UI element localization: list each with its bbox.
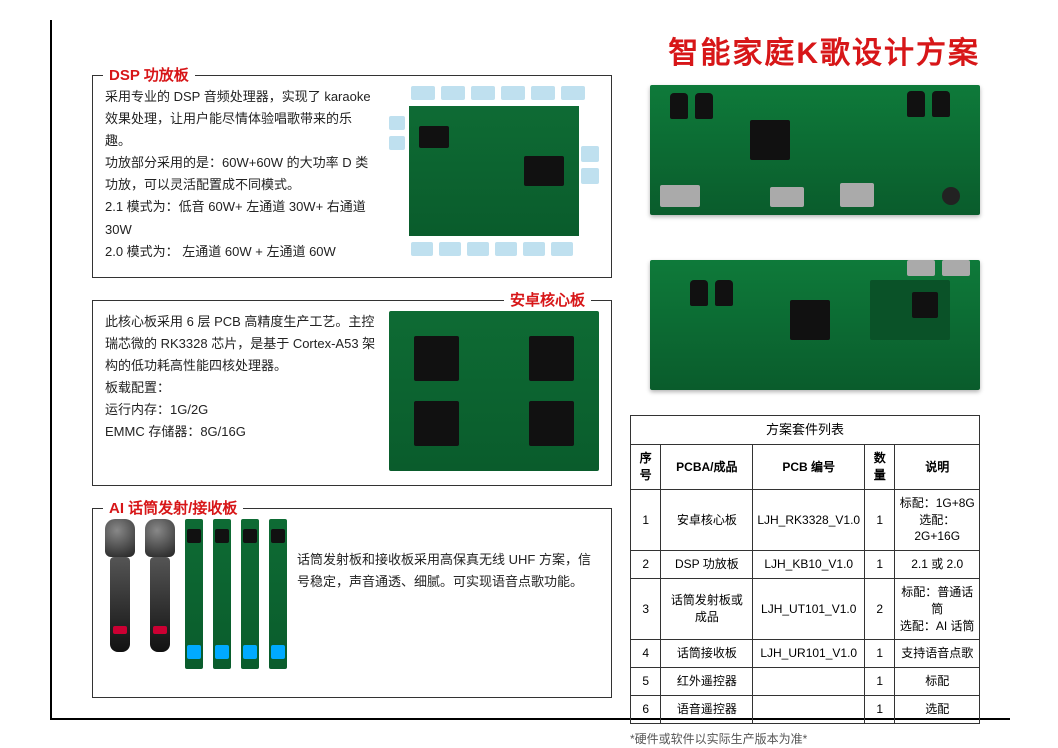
table-cell: 5 — [631, 668, 661, 696]
section-heading-android: 安卓核心板 — [504, 289, 591, 310]
assembled-board-image-bottom — [650, 260, 980, 390]
microphone-image — [105, 519, 135, 659]
table-cell: LJH_KB10_V1.0 — [753, 551, 865, 579]
assembled-board-image-top — [650, 85, 980, 215]
dsp-board-image — [389, 86, 599, 256]
table-cell: 标配 — [895, 668, 980, 696]
table-title: 方案套件列表 — [631, 416, 980, 445]
kit-table: 方案套件列表 序号 PCBA/成品 PCB 编号 数量 说明 1安卓核心板LJH… — [630, 415, 980, 747]
table-cell: 语音遥控器 — [661, 695, 753, 723]
table-cell: 4 — [631, 640, 661, 668]
page-title: 智能家庭K歌设计方案 — [668, 28, 980, 72]
section-dsp: DSP 功放板 采用专业的 DSP 音频处理器，实现了 karaoke 效果处理… — [92, 75, 612, 278]
table-cell: DSP 功放板 — [661, 551, 753, 579]
table-cell: 3 — [631, 578, 661, 639]
table-cell — [753, 695, 865, 723]
mic-rx-pcb-image — [241, 519, 259, 669]
microphone-image — [145, 519, 175, 659]
table-cell: 红外遥控器 — [661, 668, 753, 696]
table-header-row: 序号 PCBA/成品 PCB 编号 数量 说明 — [631, 445, 980, 490]
table-cell: 1 — [865, 551, 895, 579]
table-cell: 1 — [631, 489, 661, 550]
table-cell: 标配：1G+8G 选配：2G+16G — [895, 489, 980, 550]
table-col-4: 说明 — [895, 445, 980, 490]
table-cell: 1 — [865, 668, 895, 696]
table-row: 6语音遥控器 1选配 — [631, 695, 980, 723]
table-cell: 选配 — [895, 695, 980, 723]
android-description: 此核心板采用 6 层 PCB 高精度生产工艺。主控瑞芯微的 RK3328 芯片，… — [105, 311, 377, 471]
android-board-image — [389, 311, 599, 471]
table-cell: LJH_RK3328_V1.0 — [753, 489, 865, 550]
table-cell — [753, 668, 865, 696]
section-ai-mic: AI 话筒发射/接收板 话筒发射板和接收板采用高保真无线 UHF 方案，信号稳定… — [92, 508, 612, 698]
table-cell: 6 — [631, 695, 661, 723]
table-cell: LJH_UR101_V1.0 — [753, 640, 865, 668]
table-cell: 1 — [865, 695, 895, 723]
table-row: 5红外遥控器 1标配 — [631, 668, 980, 696]
table-cell: 1 — [865, 640, 895, 668]
table-col-3: 数量 — [865, 445, 895, 490]
section-heading-ai: AI 话筒发射/接收板 — [103, 497, 243, 518]
mic-tx-pcb-image — [185, 519, 203, 669]
table-col-0: 序号 — [631, 445, 661, 490]
table-cell: 安卓核心板 — [661, 489, 753, 550]
table-row: 1安卓核心板LJH_RK3328_V1.01标配：1G+8G 选配：2G+16G — [631, 489, 980, 550]
table-col-1: PCBA/成品 — [661, 445, 753, 490]
section-heading-dsp: DSP 功放板 — [103, 64, 195, 85]
ai-description: 话筒发射板和接收板采用高保真无线 UHF 方案，信号稳定，声音通透、细腻。可实现… — [297, 549, 599, 593]
mic-rx-pcb-image — [269, 519, 287, 669]
table-cell: 话筒接收板 — [661, 640, 753, 668]
table-col-2: PCB 编号 — [753, 445, 865, 490]
table-footnote: *硬件或软件以实际生产版本为准* — [630, 730, 980, 747]
table-row: 2DSP 功放板LJH_KB10_V1.012.1 或 2.0 — [631, 551, 980, 579]
table-cell: LJH_UT101_V1.0 — [753, 578, 865, 639]
table-cell: 2.1 或 2.0 — [895, 551, 980, 579]
table-cell: 话筒发射板或成品 — [661, 578, 753, 639]
section-android: 安卓核心板 此核心板采用 6 层 PCB 高精度生产工艺。主控瑞芯微的 RK33… — [92, 300, 612, 486]
table-row: 4话筒接收板LJH_UR101_V1.01支持语音点歌 — [631, 640, 980, 668]
mic-tx-pcb-image — [213, 519, 231, 669]
table-cell: 支持语音点歌 — [895, 640, 980, 668]
dsp-description: 采用专业的 DSP 音频处理器，实现了 karaoke 效果处理，让用户能尽情体… — [105, 86, 377, 263]
table-cell: 1 — [865, 489, 895, 550]
table-cell: 标配：普通话筒 选配：AI 话筒 — [895, 578, 980, 639]
table-row: 3话筒发射板或成品LJH_UT101_V1.02标配：普通话筒 选配：AI 话筒 — [631, 578, 980, 639]
table-cell: 2 — [865, 578, 895, 639]
table-cell: 2 — [631, 551, 661, 579]
